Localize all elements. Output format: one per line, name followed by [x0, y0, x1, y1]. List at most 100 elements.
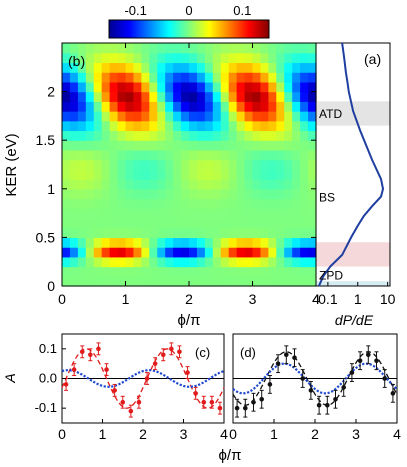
heatmap-cell [181, 140, 190, 151]
heatmap-cell [308, 256, 317, 268]
heatmap-cell [292, 208, 301, 219]
heatmap-cell [141, 256, 150, 268]
colorbar-tick-label: -0.1 [124, 3, 146, 18]
heatmap-cell [62, 149, 71, 161]
heatmap-cell [181, 237, 190, 248]
heatmap-cell [189, 276, 198, 287]
heatmap-y-tick-label: 1 [47, 181, 55, 197]
heatmap-cell [165, 169, 174, 180]
heatmap-cell [157, 81, 166, 93]
heatmap-cell [109, 130, 119, 141]
x-tick-label: 2 [139, 426, 147, 442]
heatmap-cell [220, 140, 230, 151]
heatmap-cell [228, 247, 238, 258]
heatmap-cell [196, 62, 206, 73]
heatmap-cell [149, 247, 158, 258]
heatmap-cell [220, 247, 230, 258]
heatmap-cell [252, 208, 262, 219]
heatmap-cell [300, 91, 309, 102]
heatmap-cell [93, 91, 103, 102]
heatmap-cell [292, 111, 301, 122]
heatmap-cell [173, 43, 182, 54]
heatmap-cell [308, 159, 317, 170]
spectrum-panel-a: ATD BS ZPD 0.1 1 10 4 (a) dP/dE [312, 42, 396, 328]
heatmap-cell [181, 72, 190, 83]
x-tick-label: 3 [352, 426, 360, 442]
heatmap-cell [268, 256, 277, 268]
heatmap-cell [236, 256, 246, 268]
heatmap-cell [244, 149, 254, 161]
heatmap-cell [252, 169, 262, 180]
heatmap-cell [212, 52, 222, 64]
heatmap-cell [149, 101, 158, 112]
heatmap-cell [85, 276, 95, 287]
heatmap-cell [109, 140, 119, 151]
heatmap-cell [268, 217, 277, 229]
heatmap-cell [62, 72, 71, 83]
heatmap-cell [196, 208, 206, 219]
heatmap-cell [228, 101, 238, 112]
heatmap-cell [101, 208, 111, 219]
heatmap-cell [196, 227, 206, 238]
heatmap-cell [173, 237, 182, 248]
y-tick-label: -0.1 [35, 400, 57, 415]
heatmap-cell [252, 227, 262, 238]
heatmap-cell [157, 159, 166, 170]
heatmap-cell [62, 237, 71, 248]
heatmap-cell [220, 217, 230, 229]
heatmap-cell [276, 72, 285, 83]
heatmap-cell [93, 266, 103, 277]
heatmap-cell [260, 140, 269, 151]
heatmap-cell [276, 227, 285, 238]
heatmap-cell [220, 266, 230, 277]
heatmap-cell [260, 227, 269, 238]
data-point [112, 388, 117, 393]
heatmap-cell [109, 237, 119, 248]
heatmap-cell [220, 208, 230, 219]
heatmap-cell [189, 43, 198, 54]
heatmap-cell [276, 217, 285, 229]
heatmap-cell [149, 120, 158, 132]
heatmap-cell [308, 198, 317, 209]
heatmap-cell [228, 140, 238, 151]
heatmap-cell [85, 179, 95, 190]
heatmap-cell [284, 159, 293, 170]
heatmap-cell [69, 256, 79, 268]
heatmap-cell [228, 217, 238, 229]
heatmap-cell [260, 217, 269, 229]
heatmap-cell [236, 179, 246, 190]
heatmap-cell [117, 276, 127, 287]
heatmap-cell [212, 256, 222, 268]
heatmap-cell [196, 52, 206, 64]
heatmap-cell [157, 62, 166, 73]
heatmap-cell [165, 43, 174, 54]
heatmap-cell [101, 149, 111, 161]
heatmap-cell [133, 188, 142, 200]
heatmap-cell [189, 111, 198, 122]
heatmap-cell [212, 208, 222, 219]
heatmap-cell [133, 81, 142, 93]
heatmap-cell [244, 101, 254, 112]
spectrum-ticks: 0.1 1 10 4 [312, 282, 396, 307]
heatmap-cell [276, 198, 285, 209]
spectrum-x-tick-label: 0.1 [318, 291, 338, 307]
spectrum-bands [316, 101, 390, 286]
heatmap-cell [69, 227, 79, 238]
heatmap-cell [228, 169, 238, 180]
heatmap-cell [141, 208, 150, 219]
heatmap-cell [181, 198, 190, 209]
heatmap-y-tick-label: 2 [47, 84, 55, 100]
heatmap-cell [133, 208, 142, 219]
heatmap-cell [157, 140, 166, 151]
heatmap-cell [204, 52, 214, 64]
heatmap-cell [236, 276, 246, 287]
heatmap-cell [149, 169, 158, 180]
heatmap-cell [141, 188, 150, 200]
heatmap-cell [133, 52, 142, 64]
heatmap-cell [292, 276, 301, 287]
heatmap-cell [189, 227, 198, 238]
heatmap-cell [141, 198, 150, 209]
heatmap-cell [292, 81, 301, 93]
heatmap-cell [93, 159, 103, 170]
data-point [185, 370, 190, 375]
